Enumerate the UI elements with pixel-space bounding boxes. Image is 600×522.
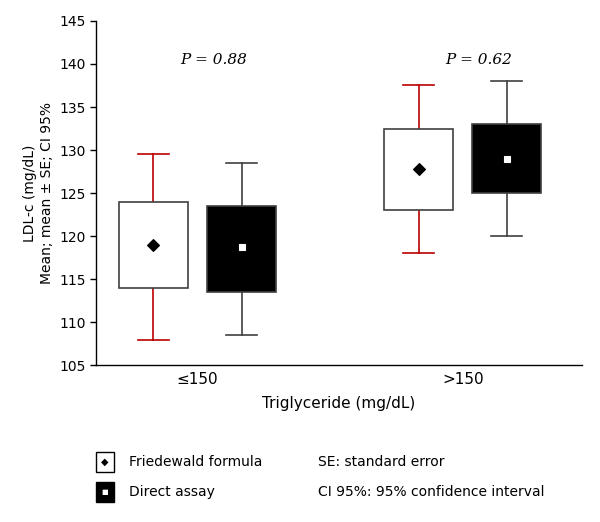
Y-axis label: LDL-c (mg/dL)
Mean; mean ± SE; CI 95%: LDL-c (mg/dL) Mean; mean ± SE; CI 95% <box>23 102 53 284</box>
Text: Direct assay: Direct assay <box>129 485 215 499</box>
Text: SE: standard error: SE: standard error <box>318 455 445 469</box>
Text: CI 95%: 95% confidence interval: CI 95%: 95% confidence interval <box>318 485 545 499</box>
X-axis label: Triglyceride (mg/dL): Triglyceride (mg/dL) <box>262 396 416 411</box>
Bar <box>384 128 453 210</box>
Text: >150: >150 <box>442 372 484 387</box>
Text: ◆: ◆ <box>101 457 109 467</box>
Text: ■: ■ <box>101 489 109 495</box>
Bar <box>119 202 188 288</box>
Bar <box>472 124 541 193</box>
Text: ≤150: ≤150 <box>177 372 218 387</box>
Text: Friedewald formula: Friedewald formula <box>129 455 262 469</box>
Bar <box>208 206 276 292</box>
Text: P = 0.88: P = 0.88 <box>180 53 247 67</box>
Text: P = 0.62: P = 0.62 <box>445 53 512 67</box>
